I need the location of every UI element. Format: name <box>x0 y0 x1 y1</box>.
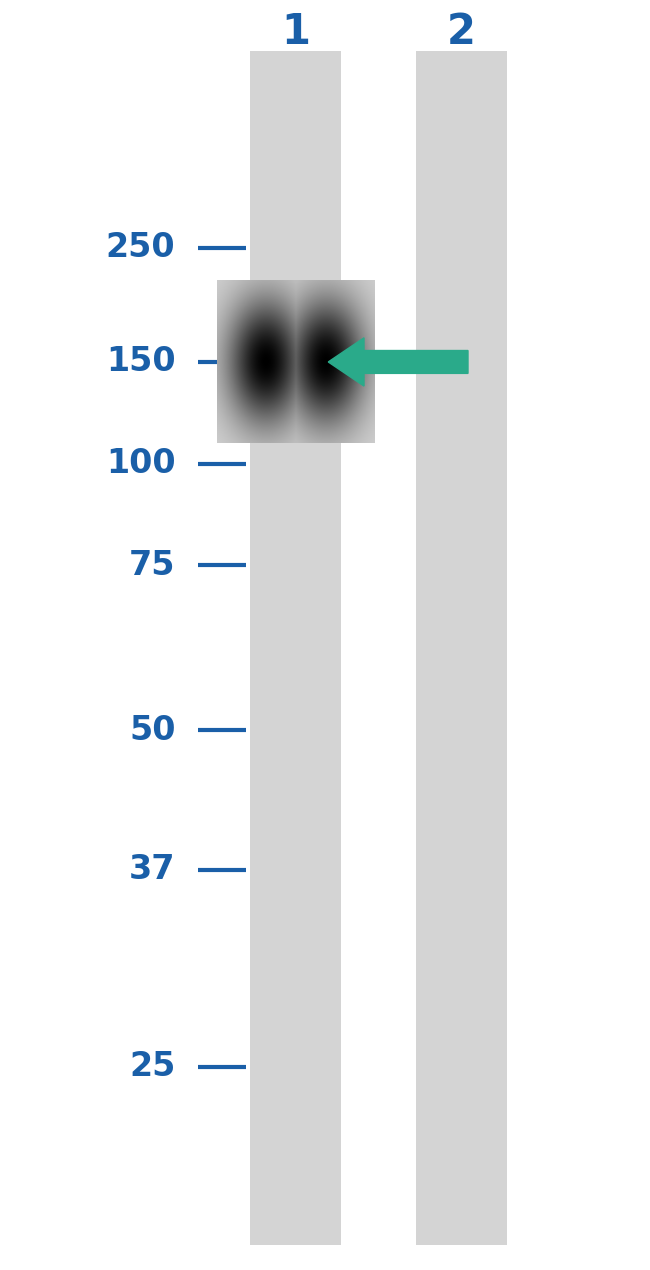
Text: 150: 150 <box>106 345 176 378</box>
FancyArrow shape <box>328 338 468 386</box>
Text: 2: 2 <box>447 10 476 53</box>
Text: 1: 1 <box>281 10 310 53</box>
Text: 100: 100 <box>106 447 176 480</box>
Bar <box>250 51 341 1245</box>
Text: 37: 37 <box>129 853 176 886</box>
Text: 25: 25 <box>129 1050 176 1083</box>
Bar <box>416 51 507 1245</box>
Text: 75: 75 <box>129 549 176 582</box>
Text: 250: 250 <box>106 231 176 264</box>
Text: 50: 50 <box>129 714 176 747</box>
